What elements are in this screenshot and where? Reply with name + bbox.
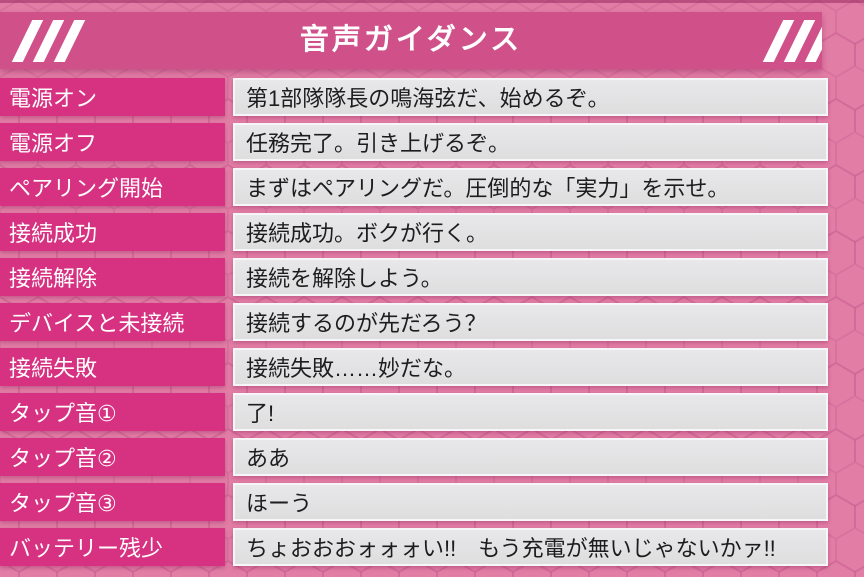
event-label-cell: ペアリング開始 (0, 168, 225, 206)
voice-line-cell: ほーう (233, 483, 828, 521)
voice-line-text: 了! (246, 401, 275, 426)
event-label: デバイスと未接続 (9, 311, 185, 336)
right-slashes-icon (762, 20, 822, 62)
column-gap (225, 258, 233, 296)
voice-line-text: ちょおおおォォォい!! もう充電が無いじゃないかァ!! (246, 536, 776, 561)
page-title: 音声ガイダンス (299, 23, 523, 56)
voice-line-cell: 了! (233, 393, 828, 431)
voice-line-cell: 接続成功。ボクが行く。 (233, 213, 828, 251)
voice-line-cell: 接続するのが先だろう？ (233, 303, 828, 341)
voice-line-cell: 任務完了。引き上げるぞ。 (233, 123, 828, 161)
voice-line-cell: ああ (233, 438, 828, 476)
voice-line-cell: 接続を解除しよう。 (233, 258, 828, 296)
column-gap (225, 348, 233, 386)
column-gap (225, 528, 233, 566)
event-label: 接続成功 (9, 221, 98, 246)
event-label: ペアリング開始 (9, 176, 164, 201)
event-label: 接続解除 (9, 266, 98, 291)
event-label-cell: 電源オフ (0, 123, 225, 161)
table-row: 接続成功 接続成功。ボクが行く。 (0, 213, 864, 251)
event-label-cell: バッテリー残少 (0, 528, 225, 566)
voice-line-text: 接続失敗……妙だな。 (246, 356, 467, 381)
voice-line-text: 接続を解除しよう。 (246, 266, 443, 291)
voice-line-text: 第1部隊隊長の鳴海弦だ、始めるぞ。 (246, 86, 610, 111)
column-gap (225, 483, 233, 521)
table-row: 接続解除 接続を解除しよう。 (0, 258, 864, 296)
table-row: 電源オン 第1部隊隊長の鳴海弦だ、始めるぞ。 (0, 78, 864, 116)
event-label-cell: 接続失敗 (0, 348, 225, 386)
event-label-cell: タップ音③ (0, 483, 225, 521)
event-label: バッテリー残少 (9, 536, 164, 561)
table-row: 接続失敗 接続失敗……妙だな。 (0, 348, 864, 386)
table-row: タップ音③ ほーう (0, 483, 864, 521)
table-row: タップ音① 了! (0, 393, 864, 431)
voice-line-cell: 接続失敗……妙だな。 (233, 348, 828, 386)
event-label-cell: タップ音② (0, 438, 225, 476)
voice-line-text: 任務完了。引き上げるぞ。 (246, 131, 511, 156)
voice-line-text: 接続するのが先だろう？ (246, 311, 487, 336)
voice-guidance-table: 電源オン 第1部隊隊長の鳴海弦だ、始めるぞ。 電源オフ 任務完了。引き上げるぞ。… (0, 78, 864, 566)
event-label-cell: 接続成功 (0, 213, 225, 251)
voice-line-cell: 第1部隊隊長の鳴海弦だ、始めるぞ。 (233, 78, 828, 116)
column-gap (225, 123, 233, 161)
voice-line-cell: まずはペアリングだ。圧倒的な「実力」を示せ。 (233, 168, 828, 206)
event-label-cell: 電源オン (0, 78, 225, 116)
event-label-cell: デバイスと未接続 (0, 303, 225, 341)
voice-line-text: ああ (246, 446, 291, 471)
event-label-cell: タップ音① (0, 393, 225, 431)
event-label: タップ音③ (9, 491, 117, 516)
event-label-cell: 接続解除 (0, 258, 225, 296)
voice-line-text: まずはペアリングだ。圧倒的な「実力」を示せ。 (246, 176, 730, 201)
column-gap (225, 438, 233, 476)
voice-line-cell: ちょおおおォォォい!! もう充電が無いじゃないかァ!! (233, 528, 828, 566)
column-gap (225, 213, 233, 251)
event-label: タップ音② (9, 446, 117, 471)
table-row: 電源オフ 任務完了。引き上げるぞ。 (0, 123, 864, 161)
table-row: バッテリー残少 ちょおおおォォォい!! もう充電が無いじゃないかァ!! (0, 528, 864, 566)
voice-line-text: 接続成功。ボクが行く。 (246, 221, 489, 246)
table-row: ペアリング開始 まずはペアリングだ。圧倒的な「実力」を示せ。 (0, 168, 864, 206)
event-label: 電源オフ (9, 131, 98, 156)
top-edge-strip (0, 0, 864, 3)
event-label: 電源オン (9, 86, 98, 111)
table-row: タップ音② ああ (0, 438, 864, 476)
table-row: デバイスと未接続 接続するのが先だろう？ (0, 303, 864, 341)
voice-line-text: ほーう (246, 491, 313, 516)
column-gap (225, 393, 233, 431)
event-label: タップ音① (9, 401, 117, 426)
header-bar: 音声ガイダンス (0, 12, 822, 69)
event-label: 接続失敗 (9, 356, 98, 381)
column-gap (225, 78, 233, 116)
column-gap (225, 168, 233, 206)
column-gap (225, 303, 233, 341)
